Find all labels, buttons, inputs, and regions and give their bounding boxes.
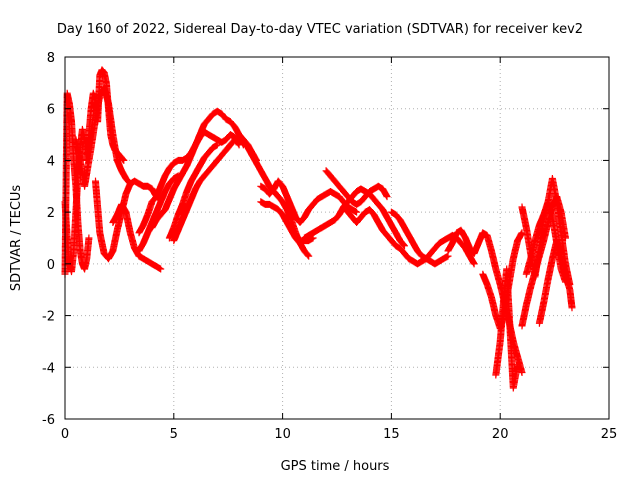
data-series-markers <box>322 167 391 208</box>
axis-ticks: 0 5 10 15 20 25 -6 -4 -2 0 2 4 6 8 <box>42 51 617 442</box>
y-tick-label: 0 <box>47 258 55 273</box>
data-series-markers <box>72 84 134 190</box>
y-tick-label: -4 <box>42 361 55 376</box>
y-tick-label: 2 <box>47 206 55 221</box>
y-tick-label: -6 <box>42 413 55 428</box>
y-tick-label: 4 <box>47 154 55 169</box>
y-tick-label: -2 <box>42 310 55 325</box>
data-series-markers <box>257 198 317 247</box>
x-tick-label: 20 <box>492 427 509 442</box>
data-series-markers <box>387 208 478 268</box>
x-tick-label: 25 <box>601 427 618 442</box>
data-series-markers <box>257 177 361 226</box>
y-axis-label: SDTVAR / TECUs <box>9 185 24 292</box>
data-series-markers <box>165 141 221 242</box>
data-series-markers <box>518 198 569 286</box>
x-tick-label: 5 <box>170 427 178 442</box>
plot-frame <box>64 56 610 420</box>
x-axis-label: GPS time / hours <box>281 459 390 474</box>
data-series-markers <box>109 200 165 273</box>
x-tick-label: 15 <box>383 427 400 442</box>
x-tick-label: 0 <box>61 427 69 442</box>
data-points <box>61 66 576 392</box>
chart-title: Day 160 of 2022, Sidereal Day-to-day VTE… <box>57 22 583 37</box>
data-series-markers <box>148 107 247 232</box>
data-series-markers <box>492 265 522 392</box>
data-series-markers <box>340 203 452 268</box>
y-tick-label: 8 <box>47 51 55 66</box>
x-tick-label: 10 <box>274 427 291 442</box>
y-tick-label: 6 <box>47 103 55 118</box>
